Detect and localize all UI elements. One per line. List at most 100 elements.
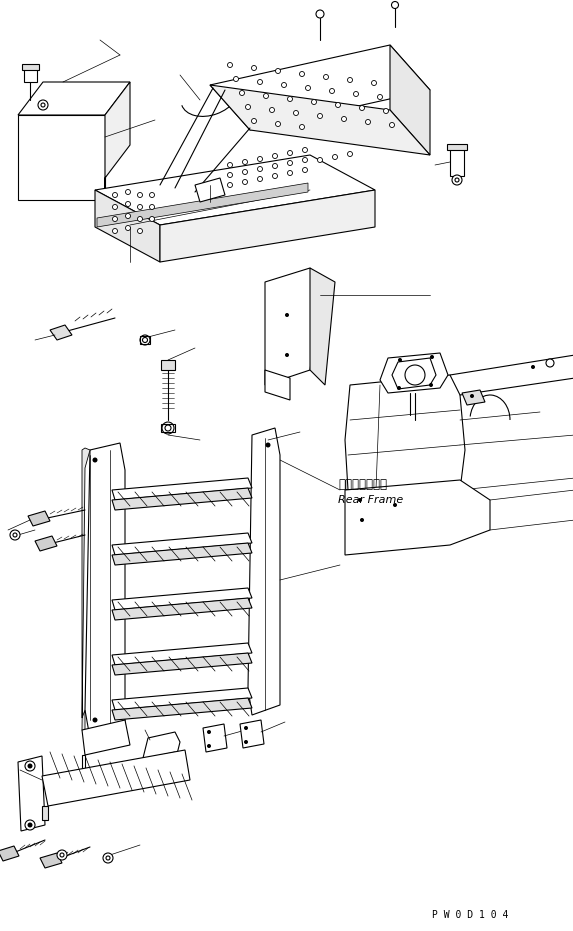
- Circle shape: [41, 103, 45, 107]
- Circle shape: [112, 217, 117, 222]
- Circle shape: [281, 83, 286, 88]
- Circle shape: [317, 114, 323, 118]
- Circle shape: [125, 190, 131, 195]
- Circle shape: [305, 86, 311, 90]
- Polygon shape: [95, 155, 375, 225]
- Circle shape: [257, 167, 262, 171]
- Polygon shape: [112, 598, 252, 620]
- Polygon shape: [345, 480, 490, 555]
- Circle shape: [240, 90, 245, 96]
- Polygon shape: [112, 698, 252, 720]
- Circle shape: [207, 744, 211, 748]
- Bar: [24, 68, 37, 82]
- Polygon shape: [28, 511, 50, 526]
- Bar: [450, 148, 464, 176]
- Polygon shape: [143, 732, 180, 768]
- Circle shape: [359, 105, 364, 111]
- Circle shape: [336, 102, 340, 107]
- Circle shape: [28, 763, 33, 768]
- Polygon shape: [95, 190, 160, 262]
- Circle shape: [303, 168, 308, 172]
- Polygon shape: [112, 653, 252, 675]
- Circle shape: [354, 91, 359, 97]
- Polygon shape: [112, 478, 252, 500]
- Circle shape: [244, 740, 248, 744]
- Circle shape: [269, 107, 274, 113]
- Polygon shape: [248, 428, 280, 715]
- Polygon shape: [112, 533, 252, 555]
- Polygon shape: [112, 543, 252, 565]
- Circle shape: [285, 313, 289, 317]
- Circle shape: [103, 853, 113, 863]
- Circle shape: [112, 193, 117, 197]
- Polygon shape: [380, 353, 448, 393]
- Circle shape: [244, 726, 248, 730]
- Circle shape: [242, 180, 248, 184]
- Circle shape: [257, 79, 262, 85]
- Polygon shape: [18, 115, 105, 200]
- Circle shape: [391, 2, 398, 8]
- Circle shape: [242, 169, 248, 174]
- Circle shape: [398, 358, 402, 362]
- Circle shape: [234, 76, 238, 82]
- Circle shape: [371, 80, 376, 86]
- Circle shape: [360, 518, 364, 522]
- Polygon shape: [97, 183, 308, 227]
- Circle shape: [470, 394, 474, 398]
- Circle shape: [366, 119, 371, 125]
- Circle shape: [312, 100, 316, 104]
- Circle shape: [317, 157, 323, 163]
- Circle shape: [347, 77, 352, 83]
- Circle shape: [252, 118, 257, 124]
- Circle shape: [347, 152, 352, 156]
- Circle shape: [106, 856, 110, 860]
- Circle shape: [125, 213, 131, 219]
- Circle shape: [138, 228, 143, 234]
- Polygon shape: [35, 536, 57, 551]
- Circle shape: [125, 225, 131, 231]
- Circle shape: [397, 386, 401, 390]
- Circle shape: [92, 457, 97, 463]
- Polygon shape: [210, 85, 430, 155]
- Circle shape: [150, 217, 155, 222]
- Circle shape: [430, 355, 434, 359]
- Circle shape: [273, 154, 277, 158]
- Circle shape: [531, 365, 535, 369]
- Polygon shape: [42, 750, 190, 806]
- Polygon shape: [265, 370, 290, 400]
- Circle shape: [378, 95, 383, 100]
- Circle shape: [25, 761, 35, 771]
- Circle shape: [265, 442, 270, 448]
- Circle shape: [138, 205, 143, 209]
- Circle shape: [288, 151, 292, 155]
- Circle shape: [245, 104, 250, 110]
- Circle shape: [303, 147, 308, 153]
- Circle shape: [150, 193, 155, 197]
- Circle shape: [293, 111, 299, 115]
- Circle shape: [92, 718, 97, 722]
- Text: リヤーフレーム: リヤーフレーム: [338, 478, 387, 491]
- Circle shape: [227, 172, 233, 178]
- Polygon shape: [160, 190, 375, 262]
- Polygon shape: [18, 82, 130, 115]
- Polygon shape: [148, 752, 185, 766]
- Circle shape: [165, 425, 171, 431]
- Polygon shape: [462, 390, 485, 405]
- Circle shape: [257, 177, 262, 182]
- Bar: [161, 360, 175, 370]
- Circle shape: [285, 353, 289, 357]
- Polygon shape: [112, 643, 252, 665]
- Polygon shape: [392, 358, 436, 389]
- Polygon shape: [42, 806, 48, 820]
- Circle shape: [273, 173, 277, 179]
- Circle shape: [288, 160, 292, 166]
- Polygon shape: [265, 268, 320, 385]
- Circle shape: [300, 72, 304, 76]
- Circle shape: [393, 503, 397, 507]
- Circle shape: [140, 335, 150, 345]
- Polygon shape: [390, 45, 430, 155]
- Polygon shape: [82, 755, 85, 770]
- Polygon shape: [40, 853, 62, 868]
- Circle shape: [28, 822, 33, 828]
- Polygon shape: [0, 846, 19, 861]
